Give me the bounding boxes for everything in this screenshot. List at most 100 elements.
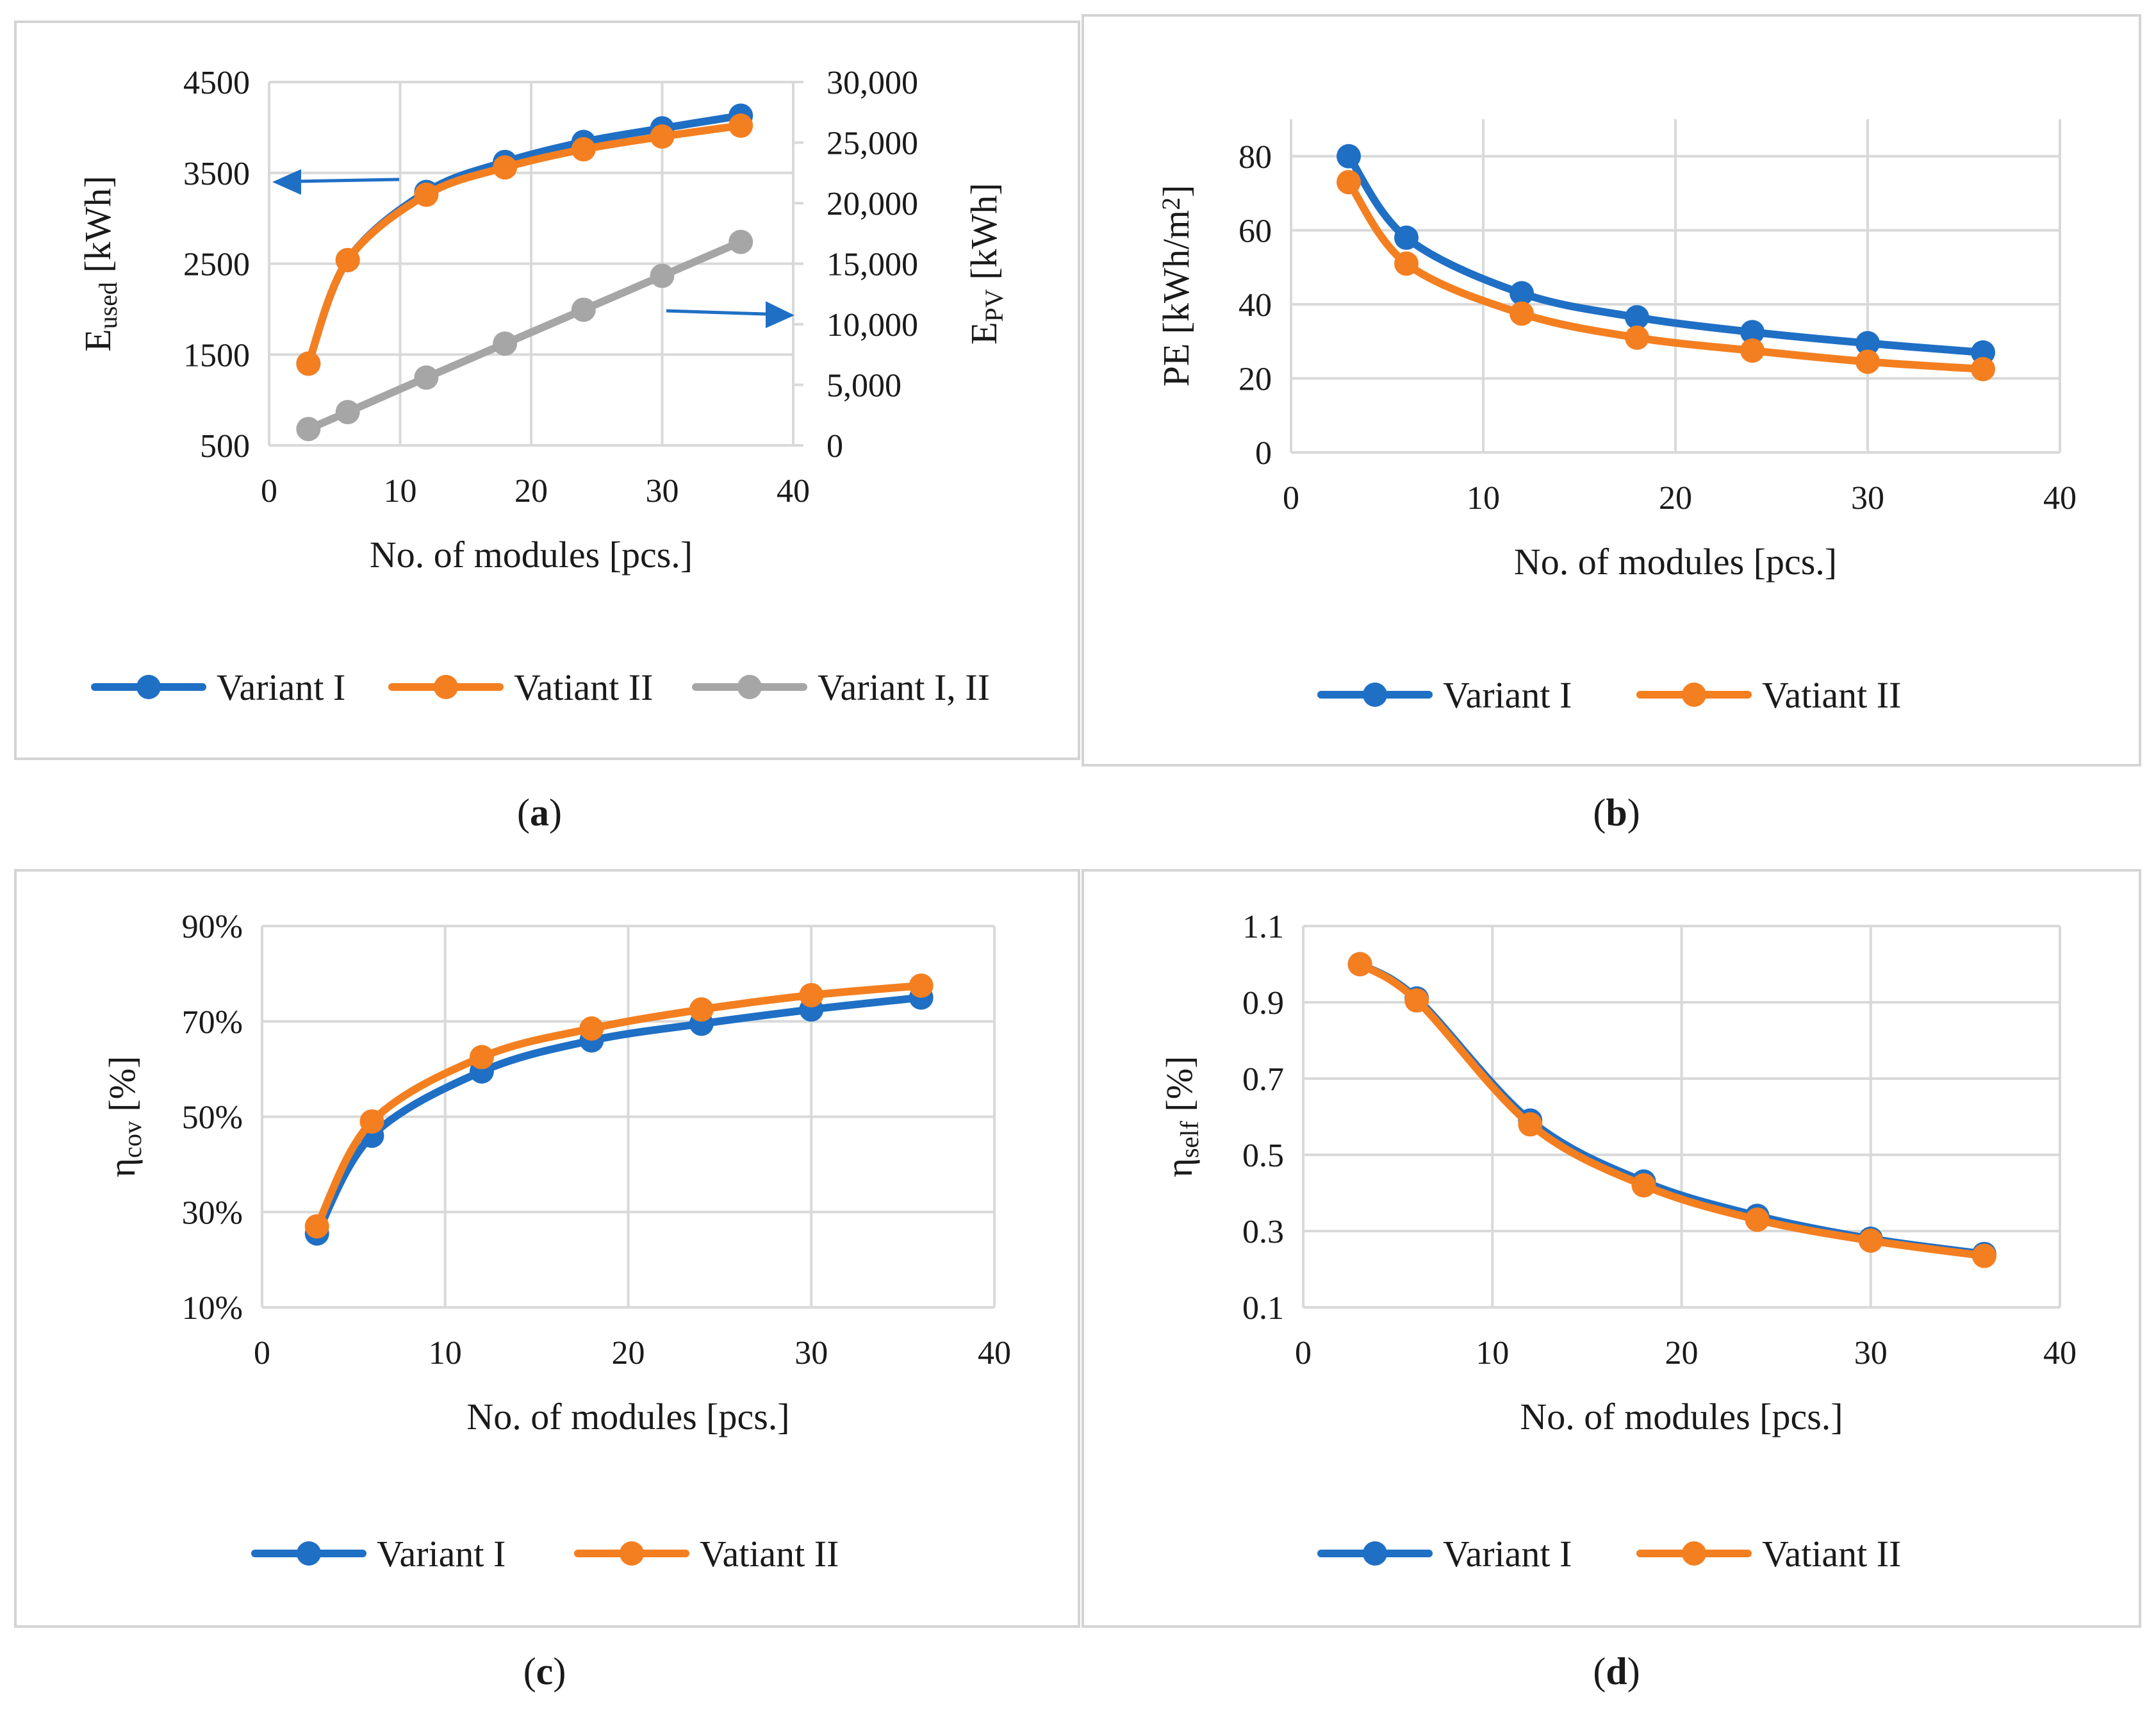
y-tick-label: 50% bbox=[182, 1100, 243, 1136]
y-axis-title: ηcov [%] bbox=[101, 1056, 147, 1178]
y2-tick-label: 15,000 bbox=[827, 247, 918, 283]
y-tick-label: 3500 bbox=[183, 156, 250, 192]
data-point bbox=[296, 417, 321, 442]
x-tick-label: 30 bbox=[646, 473, 679, 509]
data-point bbox=[1631, 1173, 1656, 1198]
y2-tick-label: 30,000 bbox=[827, 65, 918, 101]
y2-tick-label: 10,000 bbox=[827, 307, 918, 344]
y2-axis-title-main: E bbox=[963, 322, 1005, 344]
x-tick-label: 30 bbox=[794, 1335, 828, 1371]
y-tick-label: 0.9 bbox=[1242, 985, 1284, 1022]
data-point bbox=[414, 365, 439, 390]
data-point bbox=[1971, 357, 1995, 381]
y-tick-label: 0 bbox=[1255, 435, 1272, 472]
x-tick-label: 10 bbox=[429, 1335, 462, 1371]
x-tick-label: 10 bbox=[384, 473, 417, 509]
y2-axis-title-unit: [kWh] bbox=[963, 183, 1005, 289]
legend-label: Variant I bbox=[1443, 1533, 1572, 1575]
caption-paren-close: ) bbox=[1627, 1650, 1640, 1693]
caption-letter: c bbox=[536, 1650, 554, 1693]
data-point bbox=[1394, 225, 1419, 250]
caption-letter: a bbox=[530, 791, 549, 834]
panel-d-chart: 0 10 20 30 40 0.1 0.3 0.5 0.7 0.9 1.1 No. of module… bbox=[1082, 869, 2141, 1693]
data-point bbox=[1971, 340, 1995, 365]
legend-swatch-marker bbox=[434, 675, 458, 699]
data-point bbox=[1625, 325, 1649, 350]
y2-tick-label: 0 bbox=[827, 428, 843, 465]
panel-b-caption: (b) bbox=[1593, 791, 1640, 834]
y2-tick-label: 20,000 bbox=[827, 186, 918, 222]
data-point bbox=[571, 137, 596, 161]
data-point bbox=[1337, 170, 1361, 195]
caption-paren-close: ) bbox=[549, 791, 562, 834]
y-axis-title-unit: [%] bbox=[1158, 1056, 1200, 1121]
data-point bbox=[909, 973, 934, 998]
x-tick-label: 0 bbox=[261, 473, 277, 509]
legend-label: Vatiant II bbox=[1762, 1533, 1901, 1575]
right-axis-arrow-head bbox=[766, 301, 794, 328]
y-tick-label: 80 bbox=[1238, 139, 1272, 176]
y-axis-title: Eused [kWh] bbox=[77, 176, 122, 352]
data-point bbox=[304, 1214, 329, 1239]
x-axis-title: No. of modules [pcs.] bbox=[1514, 541, 1837, 583]
data-point bbox=[728, 229, 753, 254]
caption-letter: b bbox=[1606, 791, 1627, 834]
x-tick-label: 40 bbox=[2043, 1335, 2077, 1371]
data-point bbox=[1971, 1243, 1996, 1268]
data-point bbox=[296, 351, 321, 376]
data-point bbox=[469, 1045, 494, 1070]
y-tick-label: 20 bbox=[1238, 361, 1272, 397]
data-point bbox=[1510, 281, 1534, 306]
y-tick-label: 500 bbox=[200, 428, 250, 465]
x-tick-label: 40 bbox=[777, 473, 810, 509]
data-point bbox=[1740, 338, 1765, 363]
data-point bbox=[335, 247, 360, 272]
panel-b-frame bbox=[1082, 14, 2141, 766]
y-axis-title-main: η bbox=[101, 1158, 143, 1177]
x-tick-label: 20 bbox=[612, 1335, 645, 1371]
legend-label: Variant I bbox=[1443, 674, 1572, 716]
caption-paren-open: ( bbox=[1593, 1650, 1606, 1693]
data-point bbox=[799, 982, 824, 1007]
y-axis-title: ηself [%] bbox=[1158, 1056, 1204, 1178]
x-tick-label: 10 bbox=[1476, 1335, 1509, 1371]
y-axis-title-main: PE [kWh/m bbox=[1155, 210, 1197, 386]
x-axis-title: No. of modules [pcs.] bbox=[1520, 1396, 1843, 1437]
data-point bbox=[650, 124, 675, 149]
y-axis-title-superscript: 2 bbox=[1156, 197, 1185, 210]
y-axis-title-unit: [kWh] bbox=[77, 176, 119, 282]
legend-label: Vatiant II bbox=[1762, 674, 1901, 716]
legend-label: Variant I bbox=[377, 1533, 506, 1575]
x-tick-label: 0 bbox=[1283, 480, 1299, 517]
x-tick-label: 40 bbox=[978, 1335, 1011, 1371]
data-point bbox=[414, 182, 439, 207]
data-point bbox=[689, 997, 714, 1022]
legend-swatch-marker bbox=[737, 675, 762, 699]
panel-a-caption: (a) bbox=[517, 791, 562, 834]
data-point bbox=[1404, 988, 1429, 1013]
data-point bbox=[1394, 251, 1419, 276]
legend-swatch-marker bbox=[136, 675, 161, 699]
legend-swatch-marker bbox=[1682, 1541, 1706, 1566]
x-tick-label: 20 bbox=[1665, 1335, 1699, 1371]
data-point bbox=[579, 1016, 604, 1041]
data-point bbox=[1745, 1207, 1770, 1232]
data-point bbox=[1337, 144, 1361, 169]
y2-axis-title-subscript: PV bbox=[980, 289, 1008, 322]
y-tick-label: 30% bbox=[182, 1195, 243, 1231]
legend-label: Variant I, II bbox=[818, 666, 990, 708]
caption-letter: d bbox=[1606, 1650, 1627, 1693]
legend-label: Vatiant II bbox=[514, 666, 653, 708]
y-axis-title-main: η bbox=[1158, 1158, 1200, 1177]
legend-label: Variant I bbox=[217, 666, 345, 708]
data-point bbox=[1858, 1228, 1883, 1253]
y-tick-label: 40 bbox=[1238, 287, 1272, 324]
panel-c-caption: (c) bbox=[523, 1650, 566, 1693]
y-tick-label: 1.1 bbox=[1242, 909, 1284, 945]
x-tick-label: 10 bbox=[1467, 480, 1500, 517]
y-axis-title-unit: [%] bbox=[101, 1056, 143, 1121]
data-point bbox=[1856, 331, 1880, 356]
panel-c-chart: 0 10 20 30 40 10% 30% 50% 70% 90% No. of modules [… bbox=[14, 869, 1080, 1693]
x-tick-label: 20 bbox=[514, 473, 548, 509]
